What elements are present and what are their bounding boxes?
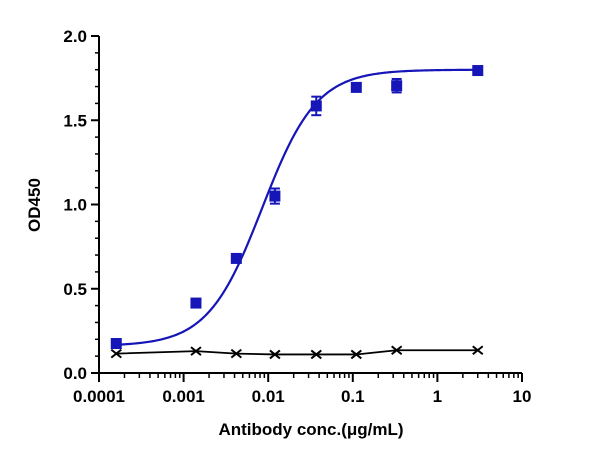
y-axis-label: OD450 [25, 178, 44, 232]
data-point [472, 345, 484, 356]
data-point [110, 338, 122, 350]
x-tick-label: 0.0001 [73, 387, 125, 406]
x-tick-label: 10 [513, 387, 532, 406]
data-point [110, 348, 122, 359]
series-1-fit-curve [116, 68, 478, 346]
x-tick-label: 1 [433, 387, 442, 406]
data-point-stroke [230, 348, 242, 359]
data-point [230, 348, 242, 359]
series-2-fit-line [116, 349, 478, 356]
data-point-stroke [472, 345, 484, 356]
data-point-stroke [310, 349, 322, 360]
data-point [230, 252, 242, 264]
series-1 [110, 65, 484, 350]
data-point [269, 190, 281, 202]
data-point-stroke [350, 349, 362, 360]
data-point [269, 349, 281, 360]
y-tick-label: 1.0 [63, 196, 87, 215]
data-point [190, 297, 202, 309]
y-tick-label: 2.0 [63, 27, 87, 46]
data-point [310, 349, 322, 360]
data-point [472, 65, 484, 77]
data-point [391, 345, 403, 356]
data-point-stroke [269, 349, 281, 360]
x-tick-label: 0.1 [341, 387, 365, 406]
data-point [190, 346, 202, 356]
axes: 0.0 0.5 1.0 1.5 2.0 0.0001 0.001 0.01 0.1 1 10 [63, 27, 531, 406]
y-tick-label: 0.0 [63, 364, 87, 383]
data-point [350, 81, 362, 93]
y-tick-label: 0.5 [63, 280, 87, 299]
series-2 [110, 345, 484, 360]
plot-area [110, 65, 484, 360]
data-point [391, 80, 403, 92]
data-point-stroke [190, 346, 202, 356]
x-tick-label: 0.001 [162, 387, 205, 406]
data-point-stroke [391, 345, 403, 356]
x-tick-label: 0.01 [252, 387, 285, 406]
data-point [350, 349, 362, 360]
x-axis-label: Antibody conc.(μg/mL) [218, 420, 403, 439]
data-point-stroke [110, 348, 122, 359]
y-tick-label: 1.5 [63, 111, 87, 130]
data-point [310, 100, 322, 112]
